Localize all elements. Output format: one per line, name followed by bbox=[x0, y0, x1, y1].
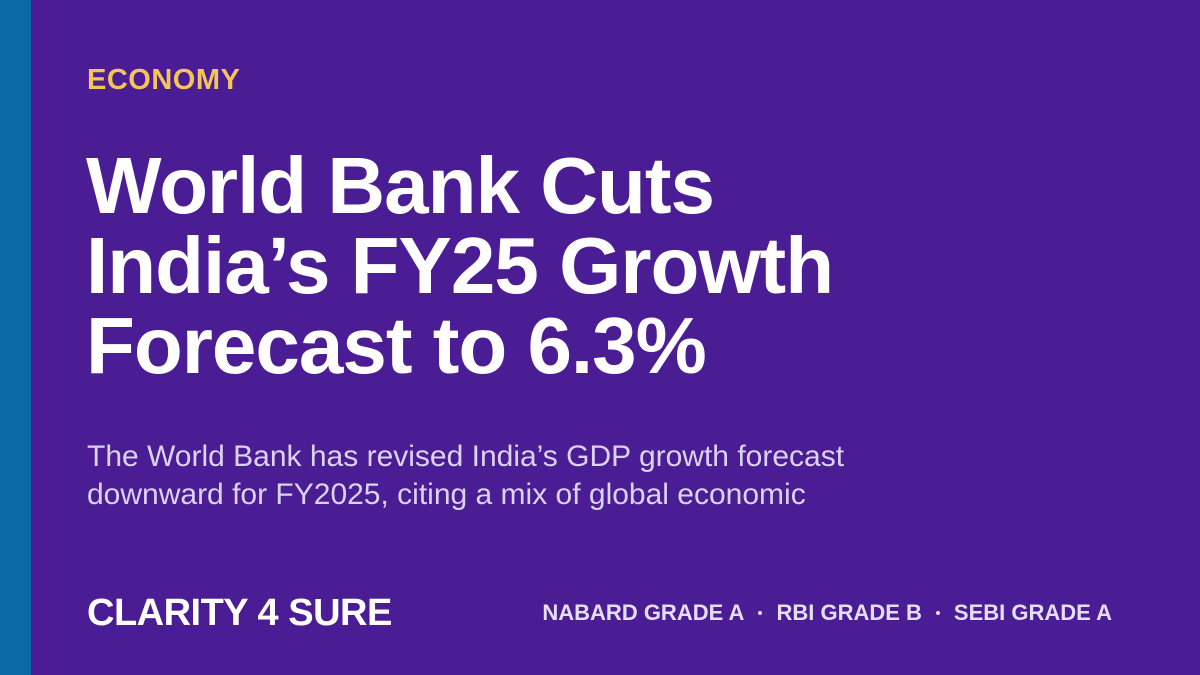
accent-strip bbox=[0, 0, 31, 675]
description: The World Bank has revised India’s GDP g… bbox=[87, 438, 844, 514]
brand: CLARITY 4 SURE bbox=[87, 592, 392, 634]
headline-line: India’s FY25 Growth bbox=[86, 221, 834, 310]
exam-tags: NABARD GRADE A RBI GRADE B SEBI GRADE A bbox=[542, 600, 1112, 626]
exam-tag: NABARD GRADE A bbox=[542, 600, 745, 625]
headline: World Bank Cuts India’s FY25 Growth Foreca… bbox=[86, 141, 834, 390]
headline-line: World Bank Cuts bbox=[86, 141, 715, 230]
exam-tag: RBI GRADE B bbox=[776, 600, 922, 625]
description-line: downward for FY2025, citing a mix of glo… bbox=[87, 478, 806, 511]
description-line: The World Bank has revised India’s GDP g… bbox=[87, 440, 845, 473]
separator-dot bbox=[758, 611, 763, 615]
headline-line: Forecast to 6.3% bbox=[86, 301, 707, 390]
separator-dot bbox=[935, 611, 940, 615]
exam-tag: SEBI GRADE A bbox=[953, 600, 1112, 625]
category: ECONOMY bbox=[87, 64, 241, 96]
